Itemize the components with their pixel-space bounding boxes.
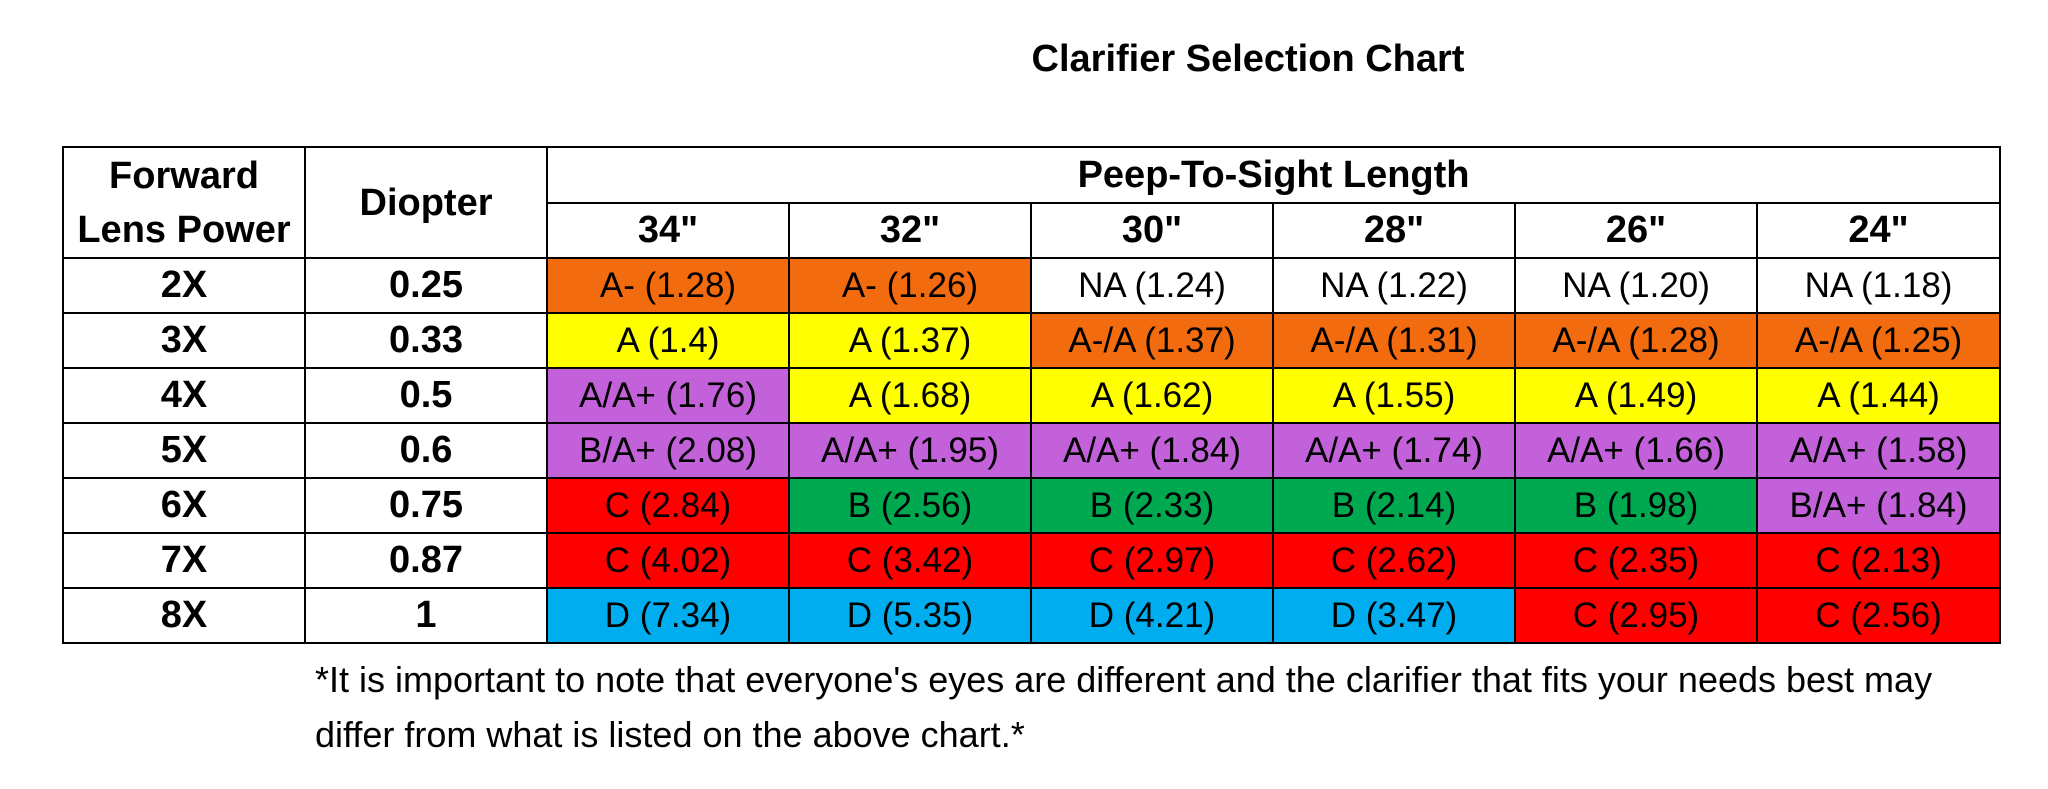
table-body: 2X 0.25 A- (1.28) A- (1.26) NA (1.24) NA (1.2…	[62, 257, 2002, 644]
table-cell: B (1.98)	[1514, 477, 1758, 534]
table-cell: A-/A (1.31)	[1272, 312, 1516, 369]
table-cell: C (3.42)	[788, 532, 1032, 589]
header-diopter: Diopter	[304, 146, 548, 259]
column-header-2: 30"	[1030, 202, 1274, 259]
table-cell: C (4.02)	[546, 532, 790, 589]
table-cell: C (2.13)	[1755, 532, 2002, 589]
row-power-label: 5X	[62, 422, 306, 479]
table-row: 6X 0.75 C (2.84) B (2.56) B (2.33) B (2.14) B …	[62, 477, 2002, 534]
table-cell: A- (1.26)	[788, 257, 1032, 314]
table-cell: D (4.21)	[1030, 587, 1274, 644]
header-forward-lens-power-label: Forward Lens Power	[77, 154, 291, 251]
row-diopter-label: 0.75	[304, 477, 548, 534]
clarifier-table: Forward Lens Power Diopter Peep-To-Sight…	[62, 146, 2002, 644]
table-cell: B (2.14)	[1272, 477, 1516, 534]
table-cell: A/A+ (1.76)	[546, 367, 790, 424]
header-forward-lens-power: Forward Lens Power	[62, 146, 306, 259]
row-power-label: 4X	[62, 367, 306, 424]
row-power-label: 3X	[62, 312, 306, 369]
table-cell: B/A+ (2.08)	[546, 422, 790, 479]
row-power-label: 6X	[62, 477, 306, 534]
row-diopter-label: 0.33	[304, 312, 548, 369]
footnote: *It is important to note that everyone's…	[315, 659, 1933, 755]
table-cell: B/A+ (1.84)	[1755, 477, 2002, 534]
table-row: 2X 0.25 A- (1.28) A- (1.26) NA (1.24) NA (1.2…	[62, 257, 2002, 314]
table-cell: A- (1.28)	[546, 257, 790, 314]
table-row: 4X 0.5 A/A+ (1.76) A (1.68) A (1.62) A (1.55)…	[62, 367, 2002, 424]
table-cell: NA (1.20)	[1514, 257, 1758, 314]
table-row: 8X 1 D (7.34) D (5.35) D (4.21) D (3.47) C (2.…	[62, 587, 2002, 644]
table-cell: B (2.56)	[788, 477, 1032, 534]
table-cell: C (2.95)	[1514, 587, 1758, 644]
table-cell: A/A+ (1.66)	[1514, 422, 1758, 479]
table-cell: NA (1.24)	[1030, 257, 1274, 314]
table-cell: C (2.84)	[546, 477, 790, 534]
table-cell: A-/A (1.25)	[1755, 312, 2002, 369]
row-power-label: 2X	[62, 257, 306, 314]
table-cell: A/A+ (1.74)	[1272, 422, 1516, 479]
row-diopter-label: 0.87	[304, 532, 548, 589]
table-row: 3X 0.33 A (1.4) A (1.37) A-/A (1.37) A-/A (1.…	[62, 312, 2002, 369]
column-header-3: 28"	[1272, 202, 1516, 259]
table-cell: D (5.35)	[788, 587, 1032, 644]
chart-title: Clarifier Selection Chart	[1031, 38, 1465, 80]
row-diopter-label: 1	[304, 587, 548, 644]
table-row: 7X 0.87 C (4.02) C (3.42) C (2.97) C (2.62) C …	[62, 532, 2002, 589]
table-cell: A (1.44)	[1755, 367, 2002, 424]
table-cell: D (3.47)	[1272, 587, 1516, 644]
table-cell: C (2.35)	[1514, 532, 1758, 589]
table-cell: A/A+ (1.84)	[1030, 422, 1274, 479]
table-cell: A (1.49)	[1514, 367, 1758, 424]
table-cell: A (1.37)	[788, 312, 1032, 369]
column-header-5: 24"	[1755, 202, 2002, 259]
header-peep-to-sight-length: Peep-To-Sight Length	[545, 146, 2002, 204]
table-cell: A/A+ (1.95)	[788, 422, 1032, 479]
table-cell: A-/A (1.28)	[1514, 312, 1758, 369]
table-cell: C (2.56)	[1755, 587, 2002, 644]
row-diopter-label: 0.25	[304, 257, 548, 314]
table-cell: A (1.55)	[1272, 367, 1516, 424]
table-cell: A-/A (1.37)	[1030, 312, 1274, 369]
table-cell: B (2.33)	[1030, 477, 1274, 534]
table-cell: NA (1.18)	[1755, 257, 2002, 314]
table-row: 5X 0.6 B/A+ (2.08) A/A+ (1.95) A/A+ (1.84) A/…	[62, 422, 2002, 479]
column-header-row: 34" 32" 30" 28" 26" 24"	[63, 202, 2002, 259]
row-diopter-label: 0.5	[304, 367, 548, 424]
table-cell: A (1.68)	[788, 367, 1032, 424]
table-cell: A (1.4)	[546, 312, 790, 369]
row-power-label: 8X	[62, 587, 306, 644]
table-cell: D (7.34)	[546, 587, 790, 644]
table-cell: C (2.97)	[1030, 532, 1274, 589]
table-cell: A/A+ (1.58)	[1755, 422, 2002, 479]
column-header-0: 34"	[546, 202, 790, 259]
row-diopter-label: 0.6	[304, 422, 548, 479]
column-header-4: 26"	[1514, 202, 1758, 259]
table-cell: A (1.62)	[1030, 367, 1274, 424]
table-cell: NA (1.22)	[1272, 257, 1516, 314]
row-power-label: 7X	[62, 532, 306, 589]
table-cell: C (2.62)	[1272, 532, 1516, 589]
column-header-1: 32"	[788, 202, 1032, 259]
